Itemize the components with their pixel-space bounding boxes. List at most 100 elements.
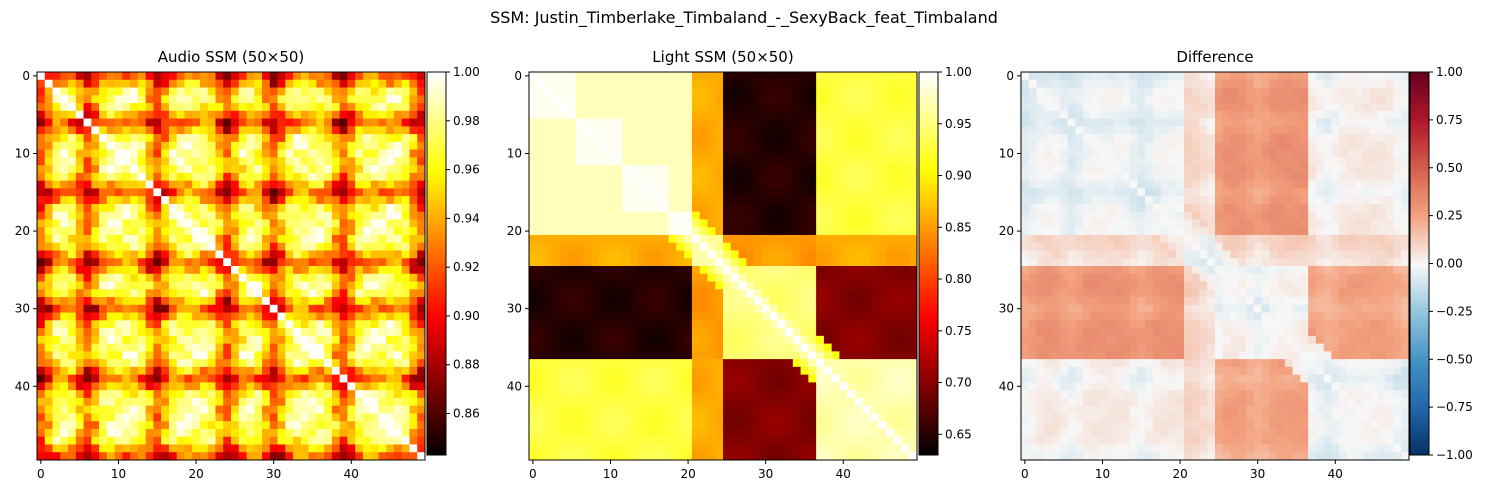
- heatmap-cell: [401, 297, 410, 306]
- heatmap-cell: [800, 304, 809, 313]
- heatmap-cell: [823, 281, 833, 290]
- heatmap-cell: [331, 149, 341, 158]
- heatmap-cell: [606, 141, 615, 150]
- heatmap-cell: [44, 134, 53, 143]
- heatmap-cell: [792, 397, 801, 407]
- heatmap-cell: [893, 258, 902, 267]
- heatmap-cell: [591, 72, 600, 81]
- heatmap-cell: [401, 203, 410, 213]
- heatmap-cell: [192, 211, 201, 220]
- colorbar-band: [427, 352, 446, 357]
- heatmap-cell: [347, 180, 356, 189]
- heatmap-cell: [839, 180, 848, 189]
- heatmap-cell: [622, 335, 631, 344]
- heatmap-cell: [60, 452, 69, 461]
- heatmap-cell: [560, 281, 569, 290]
- heatmap-cell: [378, 219, 387, 228]
- heatmap-cell: [746, 79, 755, 88]
- heatmap-cell: [816, 281, 825, 290]
- heatmap-cell: [378, 103, 387, 112]
- heatmap-cell: [839, 258, 848, 267]
- heatmap-cell: [552, 421, 561, 430]
- heatmap-cell: [808, 413, 817, 422]
- heatmap-cell: [293, 149, 302, 158]
- heatmap-cell: [622, 141, 631, 150]
- heatmap-cell: [653, 359, 662, 368]
- heatmap-cell: [746, 103, 755, 112]
- heatmap-cell: [285, 328, 294, 337]
- heatmap-cell: [130, 72, 139, 81]
- heatmap-cell: [254, 297, 263, 306]
- heatmap-cell: [231, 413, 240, 422]
- heatmap-cell: [223, 141, 232, 150]
- heatmap-cell: [106, 382, 115, 391]
- heatmap-cell: [231, 72, 240, 81]
- heatmap-cell: [862, 281, 871, 290]
- heatmap-cell: [106, 87, 115, 96]
- heatmap-cell: [52, 320, 61, 329]
- heatmap-cell: [393, 188, 403, 197]
- heatmap-cell: [691, 211, 701, 220]
- heatmap-cell: [60, 227, 69, 236]
- heatmap-cell: [660, 320, 670, 329]
- heatmap-cell: [567, 320, 576, 329]
- heatmap-cell: [122, 219, 131, 228]
- heatmap-cell: [614, 328, 623, 337]
- heatmap-cell: [293, 289, 302, 298]
- heatmap-cell: [324, 413, 333, 422]
- colorbar-tick-label: 0.86: [453, 407, 480, 421]
- heatmap-cell: [401, 382, 410, 391]
- heatmap-cell: [254, 328, 263, 337]
- heatmap-cell: [122, 374, 131, 383]
- heatmap-cell: [761, 250, 770, 259]
- heatmap-cell: [355, 335, 364, 344]
- heatmap-cell: [231, 328, 240, 337]
- heatmap-cell: [293, 405, 302, 414]
- heatmap-cell: [199, 188, 209, 197]
- heatmap-cell: [715, 103, 724, 112]
- heatmap-cell: [823, 95, 833, 104]
- heatmap-cell: [699, 157, 708, 166]
- heatmap-cell: [761, 366, 770, 376]
- heatmap-cell: [854, 134, 864, 143]
- heatmap-cell: [691, 328, 701, 337]
- heatmap-cell: [699, 165, 708, 174]
- heatmap-cell: [606, 413, 615, 422]
- heatmap-cell: [823, 126, 833, 135]
- heatmap-cell: [409, 297, 418, 306]
- heatmap-cell: [808, 196, 817, 205]
- heatmap-cell: [529, 149, 538, 158]
- heatmap-cell: [308, 103, 317, 112]
- heatmap-cell: [199, 266, 209, 275]
- heatmap-cell: [878, 366, 887, 376]
- heatmap-cell: [536, 103, 545, 112]
- heatmap-cell: [746, 335, 755, 344]
- heatmap-cell: [878, 382, 887, 391]
- heatmap-cell: [60, 281, 69, 290]
- heatmap-cell: [723, 335, 732, 344]
- heatmap-cell: [893, 351, 902, 360]
- heatmap-cell: [161, 234, 170, 244]
- heatmap-cell: [847, 390, 856, 399]
- heatmap-cell: [754, 374, 763, 383]
- heatmap-cell: [691, 273, 701, 282]
- heatmap-cell: [114, 351, 123, 360]
- heatmap-cell: [738, 258, 747, 267]
- heatmap-cell: [676, 335, 685, 344]
- heatmap-cell: [738, 227, 747, 236]
- heatmap-cell: [878, 157, 887, 166]
- heatmap-cell: [629, 234, 639, 244]
- heatmap-cell: [645, 149, 654, 158]
- heatmap-cell: [878, 405, 887, 414]
- heatmap-cell: [761, 227, 770, 236]
- heatmap-cell: [223, 351, 232, 360]
- heatmap-cell: [575, 312, 584, 321]
- heatmap-cell: [130, 297, 139, 306]
- heatmap-cell: [168, 234, 178, 244]
- heatmap-cell: [52, 87, 61, 96]
- chart-panel: Light SSM (50×50)0 10 20 30 400102030400.650…: [507, 48, 972, 481]
- heatmap-cell: [192, 405, 201, 414]
- heatmap-cell: [552, 304, 561, 313]
- colorbar-band: [427, 119, 446, 124]
- heatmap-cell: [575, 180, 584, 189]
